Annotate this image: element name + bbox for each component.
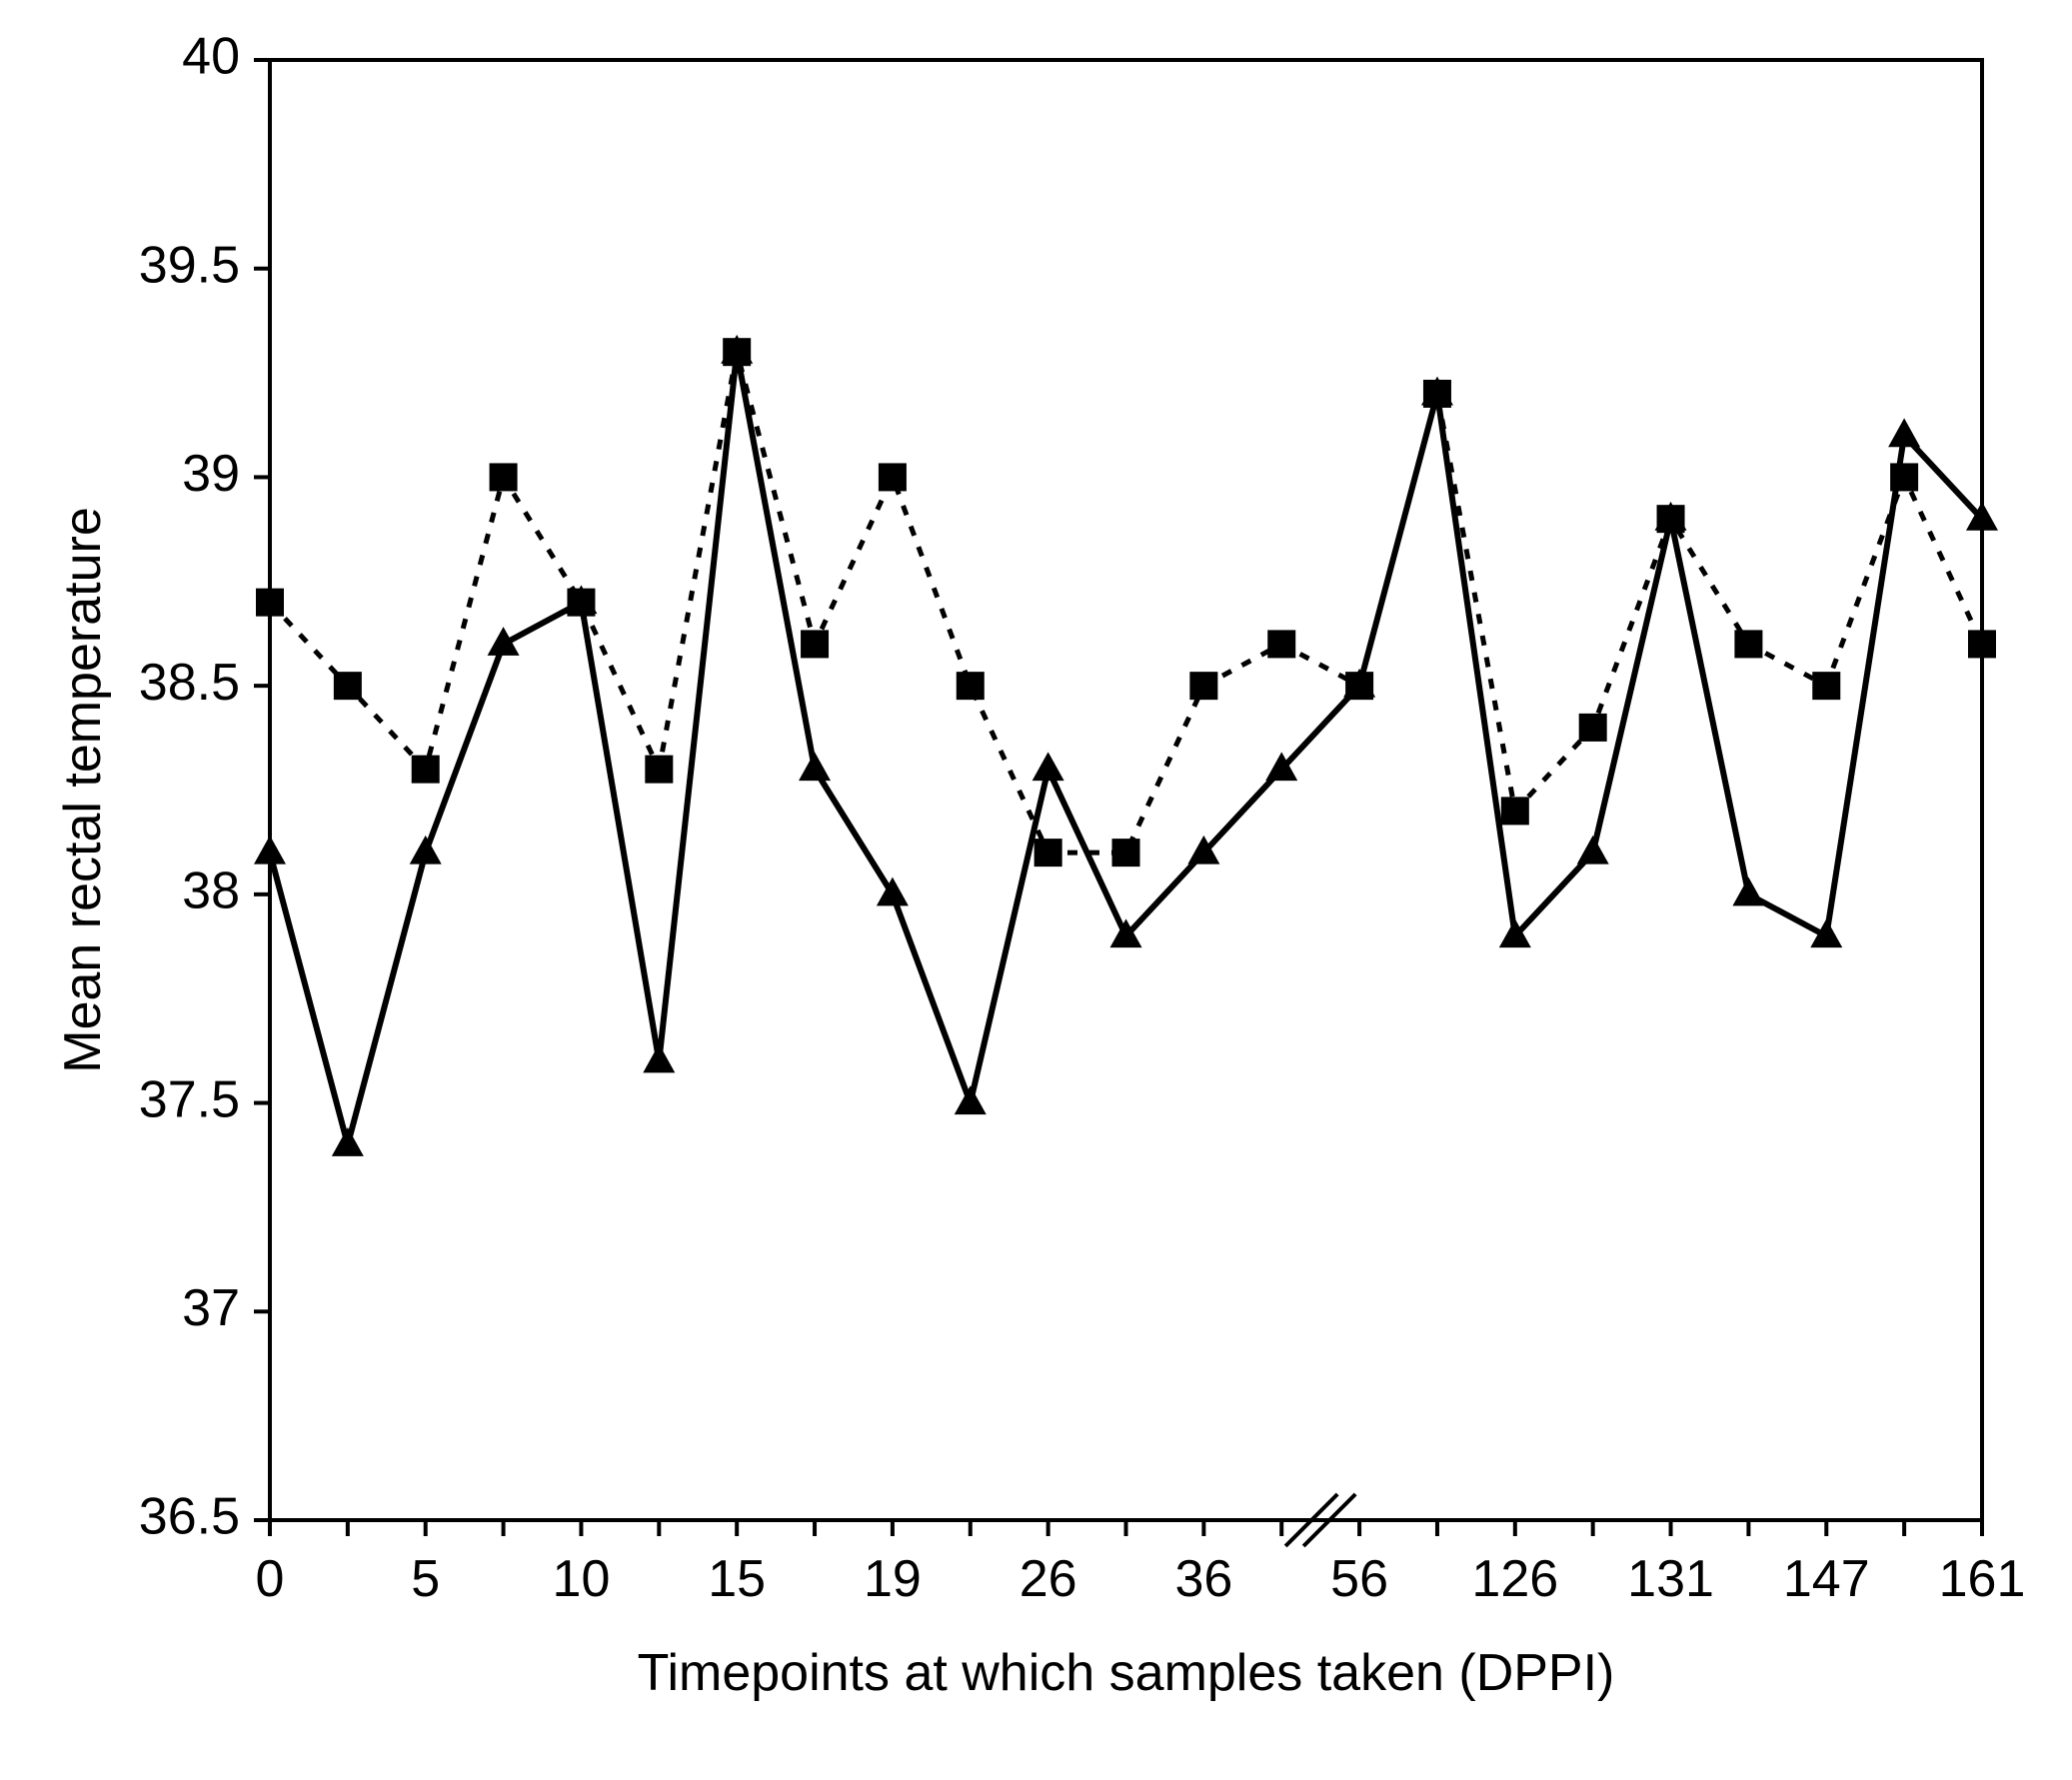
x-tick-label: 19 <box>864 1550 922 1608</box>
series-squares-marker <box>645 756 673 784</box>
series-squares-marker <box>1579 714 1607 742</box>
y-tick-label: 38.5 <box>139 654 240 712</box>
y-tick-label: 39.5 <box>139 236 240 294</box>
x-tick-label: 0 <box>256 1550 285 1608</box>
series-squares-marker <box>256 589 284 617</box>
series-squares-marker <box>1035 839 1062 867</box>
x-tick-label: 5 <box>411 1550 440 1608</box>
series-squares-marker <box>412 756 440 784</box>
series-squares-marker <box>1112 839 1140 867</box>
x-tick-label: 36 <box>1174 1550 1232 1608</box>
series-squares-marker <box>957 672 985 700</box>
x-tick-label: 10 <box>553 1550 611 1608</box>
y-tick-label: 38 <box>182 863 240 920</box>
series-squares-marker <box>1267 630 1295 658</box>
series-squares-marker <box>1734 630 1762 658</box>
series-squares-marker <box>490 463 518 491</box>
x-axis-label: Timepoints at which samples taken (DPPI) <box>638 1644 1615 1702</box>
y-axis-label: Mean rectal temperature <box>54 507 112 1073</box>
chart-background <box>0 0 2072 1780</box>
series-squares-marker <box>1812 672 1840 700</box>
x-tick-label: 126 <box>1471 1550 1558 1608</box>
series-squares-marker <box>1968 630 1996 658</box>
series-squares-marker <box>1189 672 1217 700</box>
x-tick-label: 161 <box>1939 1550 2026 1608</box>
y-tick-label: 37.5 <box>139 1070 240 1128</box>
x-tick-label: 26 <box>1020 1550 1077 1608</box>
y-tick-label: 37 <box>182 1279 240 1337</box>
x-tick-label: 15 <box>708 1550 766 1608</box>
series-squares-marker <box>801 630 829 658</box>
x-tick-label: 131 <box>1627 1550 1714 1608</box>
x-tick-label: 147 <box>1783 1550 1870 1608</box>
x-tick-label: 56 <box>1330 1550 1388 1608</box>
line-chart: 36.5 37 37.5 38 38.5 39 39.5 40 0 5 10 15 19 26 36 56 12… <box>0 0 2072 1780</box>
series-squares-marker <box>1501 797 1529 825</box>
series-squares-marker <box>879 463 907 491</box>
y-tick-label: 36.5 <box>139 1488 240 1546</box>
y-tick-label: 40 <box>182 28 240 86</box>
series-squares-marker <box>334 672 362 700</box>
y-tick-label: 39 <box>182 445 240 503</box>
